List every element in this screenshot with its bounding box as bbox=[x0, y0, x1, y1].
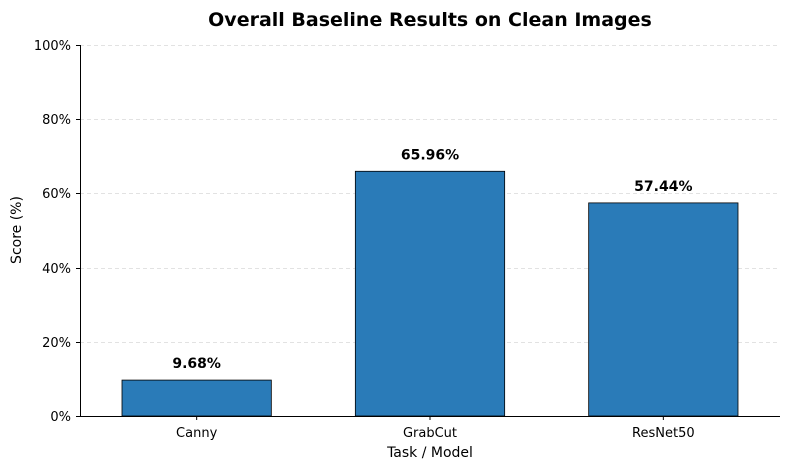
bar-canny bbox=[121, 379, 272, 417]
data-label-grabcut: 65.96% bbox=[401, 147, 459, 163]
x-axis-label: Task / Model bbox=[386, 445, 473, 461]
y-axis-label: Score (%) bbox=[9, 196, 25, 264]
y-tick-label: 40% bbox=[42, 262, 71, 277]
y-axis-ticks: 0% 20% 40% 60% 80% 100% bbox=[34, 39, 80, 425]
data-label-canny: 9.68% bbox=[172, 356, 221, 372]
y-tick-label: 60% bbox=[42, 187, 71, 202]
y-tick-label: 80% bbox=[42, 113, 71, 128]
bar-resnet50 bbox=[588, 202, 739, 417]
x-tick-label: ResNet50 bbox=[632, 426, 695, 441]
y-tick-label: 100% bbox=[34, 39, 71, 54]
bars bbox=[121, 170, 739, 417]
data-labels: 9.68% 65.96% 57.44% bbox=[172, 147, 692, 372]
chart-title: Overall Baseline Results on Clean Images bbox=[208, 9, 652, 31]
x-tick-label: GrabCut bbox=[403, 426, 457, 441]
y-tick-label: 20% bbox=[42, 336, 71, 351]
data-label-resnet50: 57.44% bbox=[634, 179, 692, 195]
bar-grabcut bbox=[354, 170, 506, 417]
x-tick-label: Canny bbox=[176, 426, 218, 441]
y-tick-label: 0% bbox=[50, 410, 71, 425]
x-axis-ticks: Canny GrabCut ResNet50 bbox=[176, 416, 695, 441]
